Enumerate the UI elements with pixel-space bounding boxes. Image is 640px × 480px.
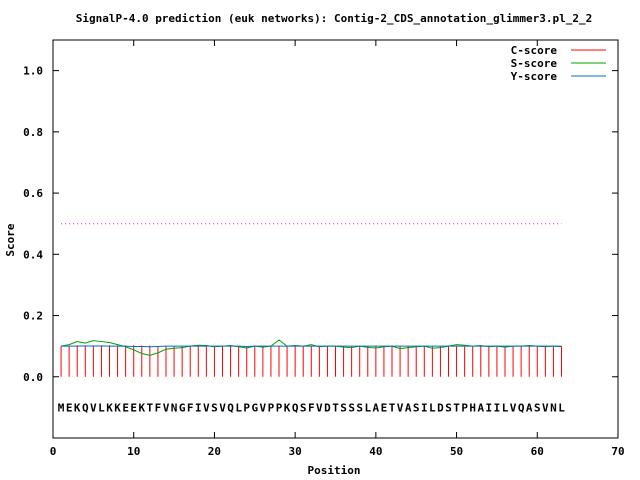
y-axis: 0.0 0.2 0.4 0.6 0.8 1.0 [23,65,618,384]
legend-label: S-score [511,57,558,70]
legend-label: C-score [511,44,558,57]
residue-label: L [98,401,105,414]
residue-label: T [453,401,460,414]
residue-label: V [219,401,226,414]
residue-label: E [122,401,129,414]
residue-label: S [413,401,420,414]
x-tick-label: 40 [369,445,382,458]
residue-label: M [58,401,65,414]
residue-label: L [502,401,509,414]
residue-label: L [558,401,565,414]
residue-label: S [445,401,452,414]
y-tick-label: 0.2 [23,310,43,323]
x-tick-label: 0 [50,445,57,458]
x-tick-label: 60 [531,445,544,458]
x-tick-label: 20 [208,445,221,458]
residue-label: P [268,401,275,414]
legend-label: Y-score [511,70,558,83]
x-axis-label: Position [308,464,361,477]
residue-label: V [163,401,170,414]
residue-label: K [284,401,291,414]
residue-label: S [300,401,307,414]
residue-label: S [340,401,347,414]
residue-label: V [260,401,267,414]
residue-label: F [308,401,315,414]
residue-label: Q [518,401,525,414]
residue-label: E [66,401,73,414]
residue-label: N [550,401,557,414]
residue-label: P [461,401,468,414]
residue-label: Q [292,401,299,414]
residue-label: V [90,401,97,414]
residue-label: A [373,401,380,414]
y-tick-label: 0.8 [23,126,43,139]
residue-label: S [348,401,355,414]
residue-label: D [324,401,331,414]
chart-title: SignalP-4.0 prediction (euk networks): C… [76,12,593,25]
residue-label: Q [82,401,89,414]
residue-label: L [364,401,371,414]
residue-label: G [251,401,258,414]
residue-label: I [421,401,428,414]
residue-label: S [211,401,218,414]
residue-label: T [389,401,396,414]
residue-label: F [155,401,162,414]
residue-label: A [405,401,412,414]
residue-label: I [195,401,202,414]
residue-label: D [437,401,444,414]
y-tick-label: 0.4 [23,248,43,261]
y-axis-label: Score [4,223,17,256]
residue-label: L [429,401,436,414]
residue-label: G [179,401,186,414]
residue-label: N [171,401,178,414]
residue-label: T [147,401,154,414]
residue-label: A [526,401,533,414]
residue-label: S [534,401,541,414]
residue-label: P [276,401,283,414]
y-tick-label: 1.0 [23,65,43,78]
residue-label: H [469,401,476,414]
residue-label: K [114,401,121,414]
residue-label: S [356,401,363,414]
x-tick-label: 30 [289,445,302,458]
x-tick-label: 70 [611,445,624,458]
y-score-line [61,345,562,348]
y-tick-label: 0.0 [23,371,43,384]
residue-label: K [74,401,81,414]
residue-label: E [130,401,137,414]
x-axis: 0 10 20 30 40 50 60 70 [50,40,625,458]
residue-label: T [332,401,339,414]
residue-label: P [243,401,250,414]
plot-frame [52,39,619,439]
residue-label: K [138,401,145,414]
residue-label: E [381,401,388,414]
series-layer [60,339,562,377]
residue-label: L [235,401,242,414]
residue-label: K [106,401,113,414]
residue-label: V [510,401,517,414]
residue-label: V [542,401,549,414]
residue-label: F [187,401,194,414]
residue-label: I [486,401,493,414]
residue-label: I [494,401,501,414]
y-tick-label: 0.6 [23,187,43,200]
residue-label: Q [227,401,234,414]
residue-label: V [397,401,404,414]
residue-label: A [477,401,484,414]
x-tick-label: 10 [127,445,140,458]
residue-label: V [316,401,323,414]
x-tick-label: 50 [450,445,463,458]
residue-label: V [203,401,210,414]
